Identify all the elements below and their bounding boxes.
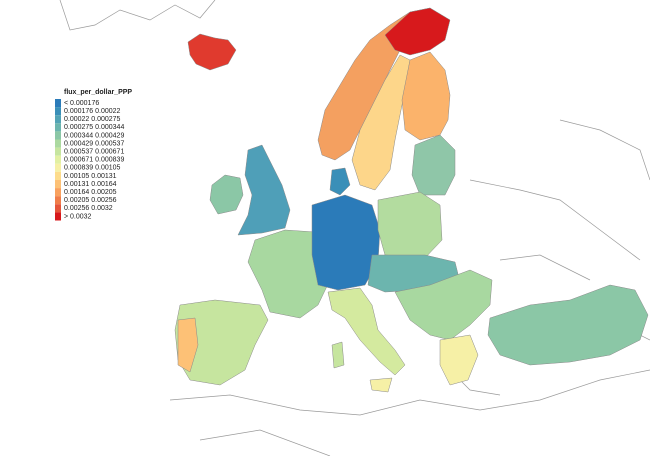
- turkey: [487, 284, 649, 366]
- legend-label: > 0.0032: [64, 213, 92, 220]
- legend-label: 0.000429 0.000537: [64, 140, 124, 147]
- balkans: [394, 269, 493, 341]
- legend-label: 0.000344 0.000429: [64, 132, 124, 139]
- regions: [174, 7, 649, 393]
- legend-label: 0.00131 0.00164: [64, 181, 117, 188]
- legend-label: 0.000839 0.00105: [64, 165, 121, 172]
- legend-swatch: [55, 107, 61, 116]
- legend-label: 0.00105 0.00131: [64, 173, 117, 180]
- legend-label: 0.00205 0.00256: [64, 197, 117, 204]
- legend-swatch: [55, 171, 61, 180]
- background-outlines: [59, 0, 650, 456]
- legend-label: 0.000176 0.00022: [64, 108, 121, 115]
- legend-swatch: [55, 123, 61, 132]
- great-britain: [237, 144, 291, 236]
- legend-label: 0.000671 0.000839: [64, 157, 124, 164]
- legend-swatch: [55, 131, 61, 140]
- legend-swatch: [55, 147, 61, 156]
- ireland: [209, 174, 244, 215]
- legend-label: 0.00256 0.0032: [64, 205, 113, 212]
- legend-swatch: [55, 99, 61, 108]
- legend-swatch: [55, 188, 61, 197]
- legend-swatch: [55, 212, 61, 221]
- legend-swatch: [55, 180, 61, 189]
- legend-swatch: [55, 155, 61, 164]
- poland: [377, 191, 443, 259]
- sardinia: [331, 341, 345, 369]
- legend-title: flux_per_dollar_PPP: [64, 89, 132, 96]
- baltics: [411, 134, 456, 196]
- legend-label: 0.000537 0.000671: [64, 148, 124, 155]
- legend-swatch: [55, 139, 61, 148]
- legend-swatch: [55, 163, 61, 172]
- legend-label: < 0.000176: [64, 100, 99, 107]
- iberia: [174, 299, 269, 386]
- sweden: [351, 54, 411, 191]
- legend-label: 0.000275 0.000344: [64, 124, 124, 131]
- italy: [327, 287, 406, 376]
- legend-swatch: [55, 115, 61, 124]
- portugal: [177, 317, 199, 373]
- france: [247, 229, 331, 319]
- norway-north: [384, 7, 451, 56]
- sicily: [369, 377, 393, 393]
- legend-swatch: [55, 204, 61, 213]
- legend-swatch: [55, 196, 61, 205]
- greece: [439, 334, 479, 386]
- legend-label: 0.00164 0.00205: [64, 189, 117, 196]
- legend-label: 0.00022 0.000275: [64, 116, 121, 123]
- denmark: [329, 167, 351, 196]
- iceland: [187, 33, 237, 71]
- finland: [401, 51, 451, 141]
